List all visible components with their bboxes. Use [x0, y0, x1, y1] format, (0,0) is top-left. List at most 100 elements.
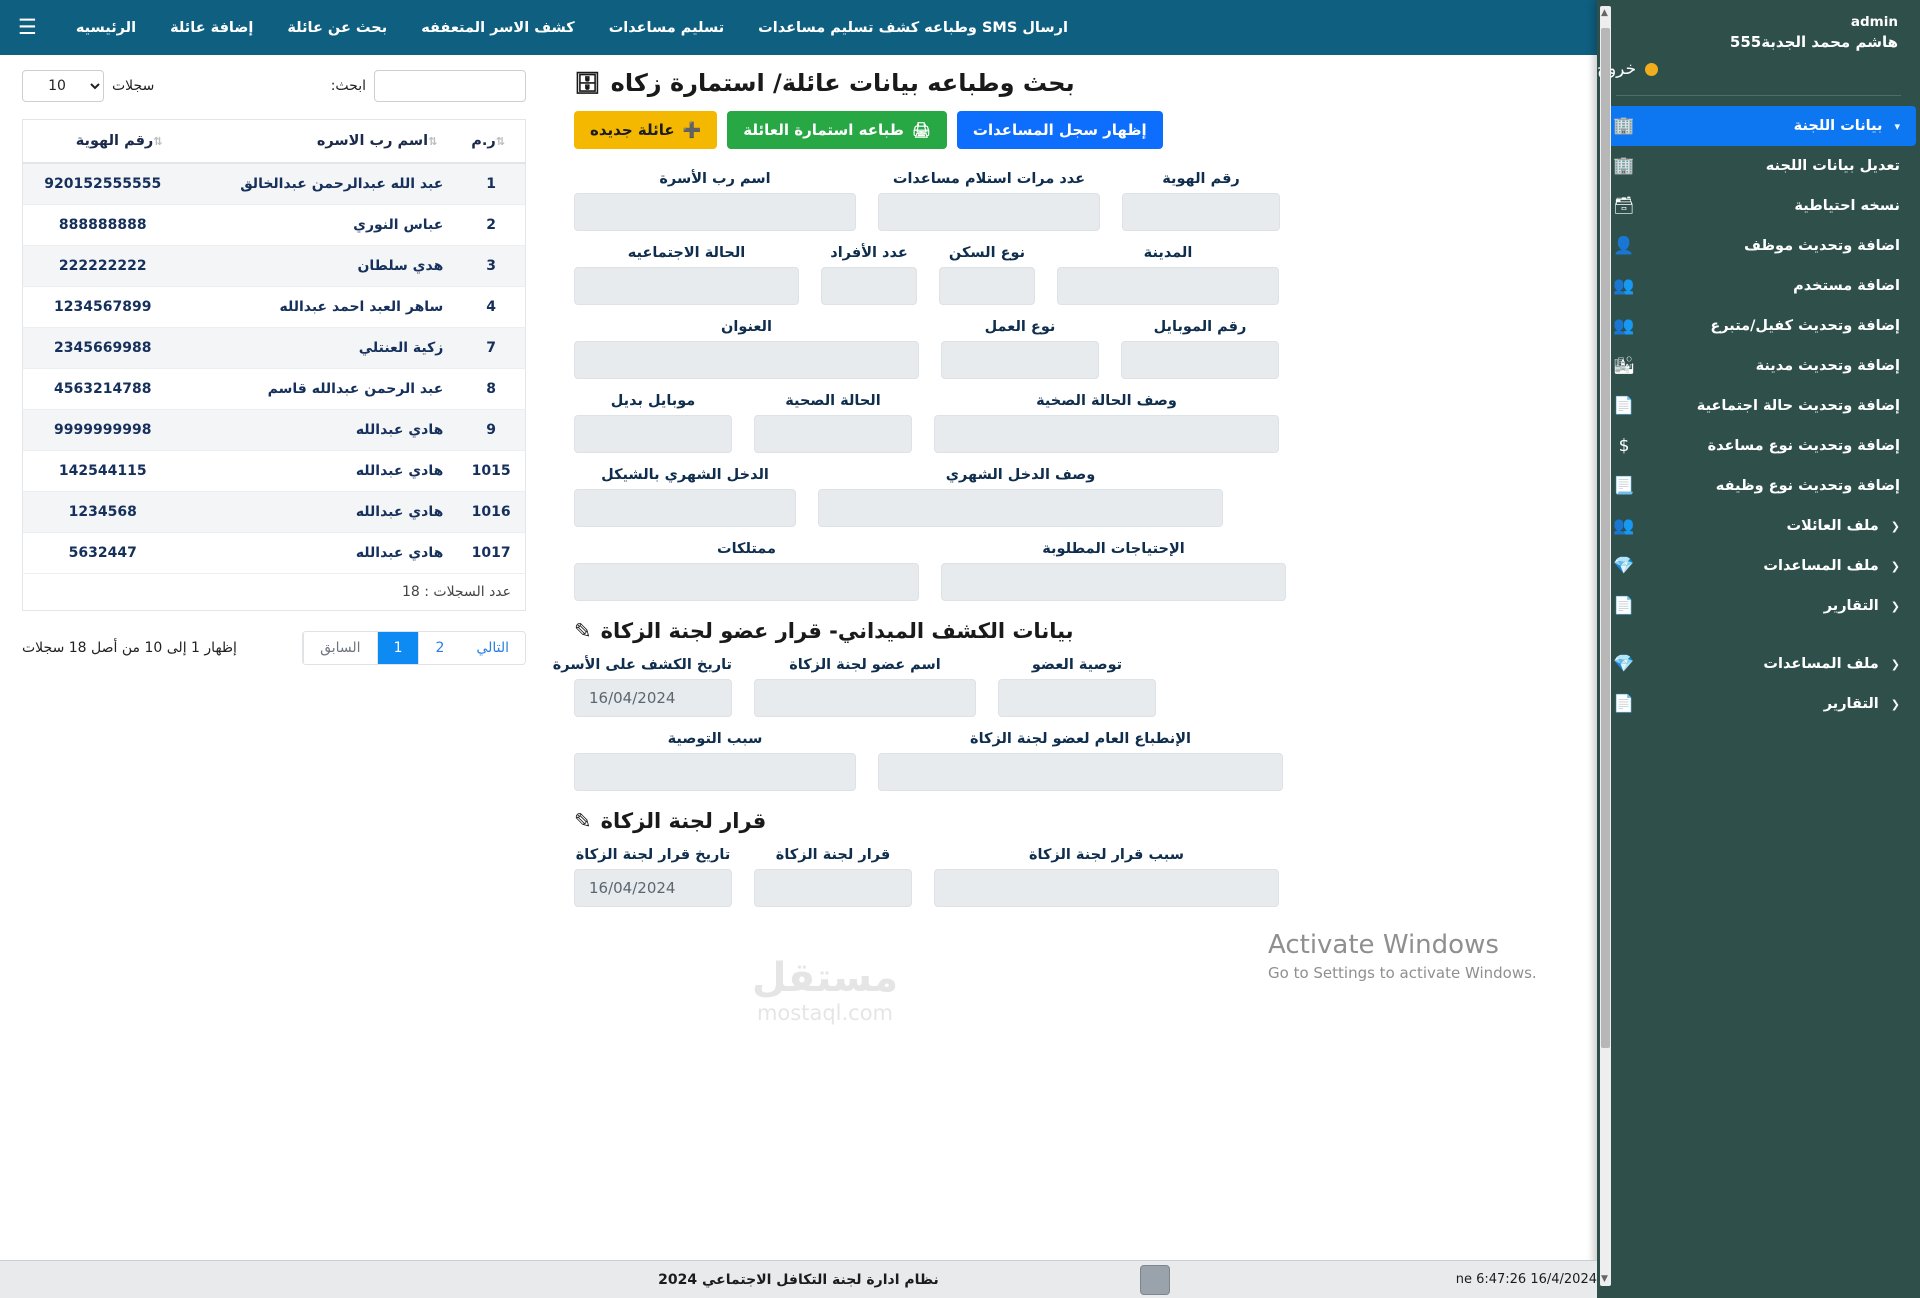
nav-item-home[interactable]: الرئيسيه [75, 19, 137, 36]
housing-type-input[interactable] [939, 267, 1035, 305]
pagination-page-1[interactable]: 1 [376, 632, 419, 664]
pagination-next[interactable]: التالي [460, 632, 525, 664]
table-row[interactable]: 7 زكية العنتلي 2345669988 [22, 327, 526, 369]
reco-reason-input[interactable] [574, 753, 856, 791]
field-label: الحالة الصحية [785, 393, 881, 409]
decision-input[interactable] [754, 869, 912, 907]
visit-date-input[interactable]: 16/04/2024 [574, 679, 732, 717]
table-row[interactable]: 1017 هادي عبدالله 5632447 [22, 532, 526, 574]
families-table: ⇅ر.م ⇅اسم رب الاسره ⇅رقم الهوية 1 عبد الل… [22, 119, 526, 574]
show-aid-record-button[interactable]: إظهار سجل المساعدات [956, 111, 1163, 149]
nav-item-poor-families-report[interactable]: كشف الاسر المتعففه [421, 19, 575, 36]
id-number-input[interactable] [1122, 193, 1280, 231]
alt-mobile-input[interactable] [574, 415, 732, 453]
social-status-input[interactable] [574, 267, 799, 305]
nav-item-search-family[interactable]: بحث عن عائلة [287, 19, 388, 36]
taskbar-app-icon[interactable] [1140, 1265, 1170, 1295]
health-desc-input[interactable] [934, 415, 1279, 453]
general-impression-input[interactable] [878, 753, 1283, 791]
table-row[interactable]: 8 عبد الرحمن عبدالله قاسم 4563214788 [22, 368, 526, 410]
show-aid-label: إظهار سجل المساعدات [972, 121, 1147, 139]
sidebar-item-add-job-type[interactable]: 📃 إضافة وتحديث نوع وظيفه [1601, 466, 1916, 506]
page-length-select[interactable]: 10 [22, 70, 104, 102]
sidebar-item-label: ملف المساعدات [1763, 558, 1879, 574]
cell-head-name: هادي عبدالله [182, 532, 458, 574]
sidebar-item-add-social-status[interactable]: 📄 إضافة وتحديث حالة اجتماعية [1601, 386, 1916, 426]
hamburger-menu-icon[interactable]: ☰ [18, 15, 37, 39]
id-card-icon: 📄 [1613, 395, 1635, 416]
status-dot-icon [1645, 62, 1659, 76]
table-row[interactable]: 4 ساهر العبد احمد عبدالله 1234567899 [22, 286, 526, 328]
nav-item-deliver-aid[interactable]: تسليم مساعدات [608, 19, 725, 36]
table-row[interactable]: 1 عبد الله عبدالرحمن عبدالخالق 92015255555… [22, 163, 526, 205]
search-input[interactable] [374, 70, 526, 102]
scroll-up-arrow-icon[interactable]: ▲ [1601, 8, 1608, 18]
sidebar-item-edit-committee[interactable]: 🏢 تعديل بيانات اللجنه [1601, 146, 1916, 186]
sidebar-item-aid-file-secondary[interactable]: 💎 ملف المساعدات ❮ [1601, 644, 1916, 684]
nav-item-send-sms[interactable]: ارسال SMS وطباعه كشف تسليم مساعدات [758, 19, 1068, 36]
table-row[interactable]: 9 هادي عبدالله 9999999998 [22, 409, 526, 451]
page-length-control: 10 سجلات [22, 70, 154, 102]
sidebar-user-block: admin هاشم محمد الجدبة555 [1597, 0, 1920, 53]
head-name-input[interactable] [574, 193, 856, 231]
edit-icon: ✎ [574, 809, 592, 833]
address-input[interactable] [574, 341, 919, 379]
nav-item-add-family[interactable]: إضافة عائلة [170, 19, 254, 36]
sidebar-item-families-file[interactable]: 👥 ملف العائلات ❮ [1601, 506, 1916, 546]
table-row[interactable]: 1015 هادي عبدالله 142544115 [22, 450, 526, 492]
aid-count-input[interactable] [878, 193, 1100, 231]
sidebar-item-backup[interactable]: 🗃 نسخه احتياطية [1601, 186, 1916, 226]
table-info-text: إظهار 1 إلى 10 من أصل 18 سجلات [22, 640, 237, 656]
sidebar-scrollbar[interactable]: ▲ ▼ [1600, 6, 1611, 1286]
table-row[interactable]: 3 هدي سلطان 222222222 [22, 245, 526, 287]
logout-button[interactable]: خروج [1597, 53, 1920, 91]
sidebar-item-aid-file[interactable]: 💎 ملف المساعدات ❮ [1601, 546, 1916, 586]
th-head-name[interactable]: ⇅اسم رب الاسره [182, 119, 458, 164]
sidebar-item-add-aid-type[interactable]: $ إضافة وتحديث نوع مساعدة [1601, 426, 1916, 466]
pagination-page-2[interactable]: 2 [418, 632, 461, 664]
mobile-input[interactable] [1121, 341, 1279, 379]
members-count-input[interactable] [821, 267, 917, 305]
field-label: قرار لجنة الزكاة [775, 847, 891, 863]
sidebar-item-add-city[interactable]: 🏙 إضافة وتحديث مدينة [1601, 346, 1916, 386]
city-input[interactable] [1057, 267, 1279, 305]
sidebar-item-label: إضافة وتحديث حالة اجتماعية [1696, 398, 1900, 414]
properties-input[interactable] [574, 563, 919, 601]
sidebar-item-add-user[interactable]: 👥 اضافة مستخدم [1601, 266, 1916, 306]
work-type-input[interactable] [941, 341, 1099, 379]
field-label: اسم رب الأسرة [659, 171, 771, 187]
field-id-number: رقم الهوية [1122, 171, 1280, 231]
decision-date-input[interactable]: 16/04/2024 [574, 869, 732, 907]
member-reco-input[interactable] [998, 679, 1156, 717]
health-status-input[interactable] [754, 415, 912, 453]
print-family-form-button[interactable]: طباعه استمارة العائلة 🖨 [727, 111, 947, 149]
table-footer: إظهار 1 إلى 10 من أصل 18 سجلات السابق 1 … [22, 631, 526, 665]
scroll-down-arrow-icon[interactable]: ▼ [1601, 1274, 1608, 1284]
pagination-prev[interactable]: السابق [303, 632, 377, 664]
income-desc-input[interactable] [818, 489, 1223, 527]
sidebar-item-reports[interactable]: 📄 التقارير ❮ [1601, 586, 1916, 626]
scrollbar-thumb[interactable] [1601, 28, 1610, 1048]
th-id-number[interactable]: ⇅رقم الهوية [22, 119, 183, 164]
page-title-text: بحث وطباعه بيانات عائلة/ استمارة زكاه [610, 69, 1075, 97]
needs-input[interactable] [941, 563, 1286, 601]
sidebar-item-reports-secondary[interactable]: 📄 التقارير ❮ [1601, 684, 1916, 724]
city-icon: 🏙 [1613, 355, 1635, 376]
sort-icon: ⇅ [495, 135, 505, 148]
family-form-panel: 🗄 بحث وطباعه بيانات عائلة/ استمارة زكاه … [548, 55, 1597, 1298]
table-row[interactable]: 2 عباس النوري 888888888 [22, 204, 526, 246]
sidebar-item-committee-data[interactable]: 🏢 بيانات اللجنة ▾ [1601, 106, 1916, 146]
th-row-number[interactable]: ⇅ر.م [457, 119, 526, 164]
decision-reason-input[interactable] [934, 869, 1279, 907]
monthly-income-input[interactable] [574, 489, 796, 527]
cell-head-name: هادي عبدالله [182, 450, 458, 492]
table-row[interactable]: 1016 هادي عبدالله 1234568 [22, 491, 526, 533]
sidebar-item-add-sponsor[interactable]: 👥 إضافة وتحديث كفيل/متبرع [1601, 306, 1916, 346]
database-icon: 🗃 [1613, 195, 1635, 216]
new-family-button[interactable]: عائلة جديده ➕ [574, 111, 718, 149]
field-label: الإحتياجات المطلوبة [1042, 541, 1185, 557]
form-row-2: الحالة الاجتماعيه عدد الأفراد نوع السكن … [574, 245, 1571, 305]
field-social-status: الحالة الاجتماعيه [574, 245, 799, 305]
sidebar-item-add-employee[interactable]: 👤 اضافة وتحديث موظف [1601, 226, 1916, 266]
member-name-input[interactable] [754, 679, 976, 717]
